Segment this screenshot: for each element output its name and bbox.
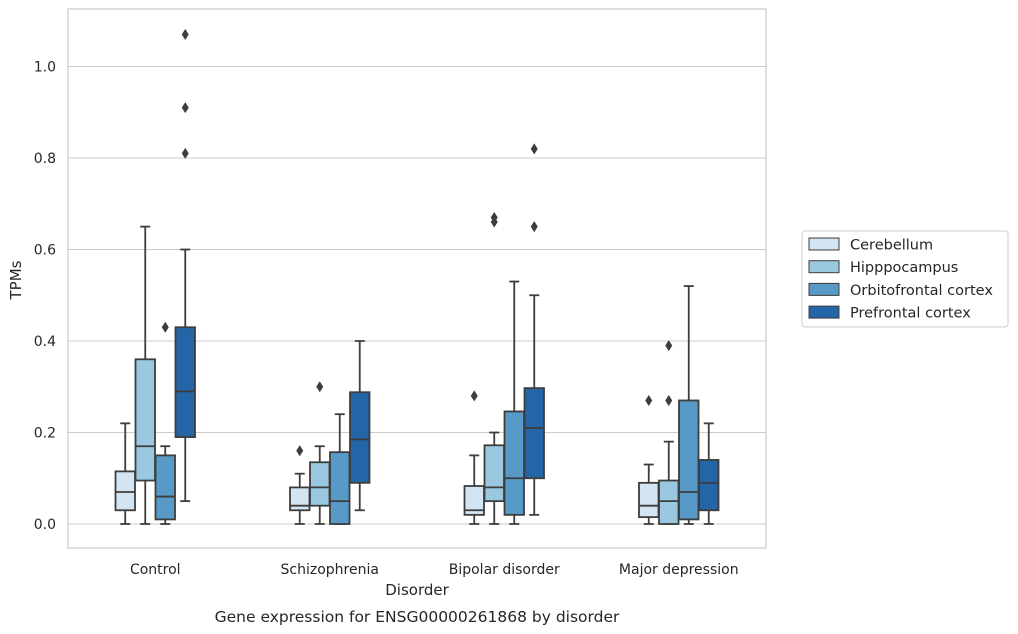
iqr-box [678, 399, 700, 521]
legend-label: Hipppocampus [850, 260, 958, 276]
outlier-point [470, 390, 478, 402]
box-prefrontal-cortex [523, 143, 545, 516]
box-prefrontal-cortex [698, 422, 720, 525]
y-axis-ticks: 0.0 0.2 0.4 0.6 0.8 1.0 [34, 60, 56, 534]
y-tick-label: 0.0 [34, 517, 56, 533]
box-orbitofrontal-cortex [329, 413, 351, 525]
outlier-point [530, 143, 538, 155]
legend-swatch [808, 305, 840, 319]
box-prefrontal-cortex [174, 28, 196, 503]
plot-boxes [114, 28, 720, 525]
y-axis-label: TPMs [7, 260, 25, 300]
iqr-box [658, 479, 680, 525]
iqr-box [309, 461, 331, 507]
y-tick-label: 0.4 [34, 334, 56, 350]
iqr-box [134, 358, 156, 482]
legend-swatch [808, 260, 840, 274]
box-orbitofrontal-cortex [503, 280, 525, 525]
x-axis-ticks: Control Schizophrenia Bipolar disorder Majo… [130, 562, 739, 578]
iqr-box [329, 451, 351, 525]
y-tick-label: 1.0 [34, 60, 56, 76]
legend: Cerebellum Hipppocampus Orbitofrontal cort… [801, 230, 1009, 328]
legend-swatch [808, 237, 840, 251]
y-tick-label: 0.2 [34, 426, 56, 442]
outlier-point [296, 445, 304, 457]
outlier-point [181, 102, 189, 114]
box-orbitofrontal-cortex [154, 321, 176, 525]
box-hipppocampus [658, 340, 680, 525]
y-tick-label: 0.8 [34, 151, 56, 167]
outlier-point [665, 340, 673, 352]
box-hipppocampus [134, 225, 156, 525]
figure-caption: Gene expression for ENSG00000261868 by d… [215, 608, 620, 626]
iqr-box [483, 444, 505, 503]
outlier-point [490, 211, 498, 223]
box-prefrontal-cortex [349, 340, 371, 512]
iqr-box [349, 391, 371, 484]
x-axis-label: Disorder [385, 581, 449, 599]
iqr-box [523, 387, 545, 480]
outlier-point [530, 221, 538, 233]
legend-swatch [808, 282, 840, 296]
x-tick-label: Control [130, 562, 181, 578]
plot-frame [67, 8, 767, 549]
y-tick-label: 0.6 [34, 243, 56, 259]
outlier-point [181, 28, 189, 40]
legend-frame [801, 230, 1009, 328]
iqr-box [638, 481, 660, 519]
outlier-point [665, 394, 673, 406]
outlier-point [316, 381, 324, 393]
x-tick-label: Major depression [619, 562, 739, 578]
iqr-box [154, 454, 176, 521]
legend-label: Orbitofrontal cortex [850, 283, 993, 299]
outlier-point [645, 394, 653, 406]
box-hipppocampus [309, 381, 331, 525]
iqr-box [289, 486, 311, 512]
outlier-point [161, 321, 169, 333]
outlier-point [181, 147, 189, 159]
iqr-box [503, 410, 525, 516]
legend-label: Prefrontal cortex [850, 306, 971, 322]
x-tick-label: Bipolar disorder [449, 562, 560, 578]
iqr-box [114, 470, 136, 512]
iqr-box [174, 326, 196, 438]
iqr-box [698, 459, 720, 512]
x-tick-label: Schizophrenia [281, 562, 379, 578]
legend-label: Cerebellum [850, 238, 933, 254]
box-cerebellum [114, 422, 136, 525]
box-cerebellum [638, 394, 660, 525]
